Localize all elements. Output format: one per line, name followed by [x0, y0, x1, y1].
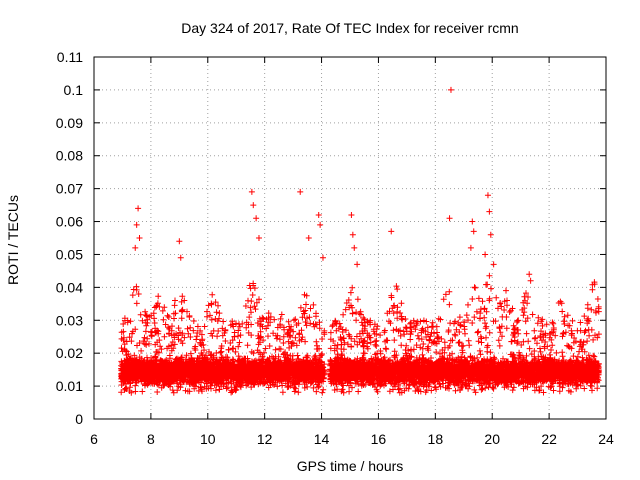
data-point: [315, 211, 322, 218]
data-point: [591, 281, 598, 288]
data-point: [133, 221, 140, 228]
y-tick-label: 0.01: [56, 378, 83, 394]
data-point: [487, 231, 494, 238]
y-tick-label: 0.11: [57, 49, 83, 65]
data-point: [354, 261, 361, 268]
data-point: [388, 228, 395, 235]
y-tick-label: 0.07: [56, 181, 83, 197]
x-tick-label: 10: [200, 431, 216, 447]
data-point: [136, 235, 143, 241]
data-point: [253, 215, 260, 222]
data-point: [177, 254, 184, 261]
x-tick-label: 18: [428, 431, 444, 447]
data-points: [118, 86, 602, 396]
data-point: [526, 271, 533, 278]
x-tick-label: 16: [371, 431, 387, 447]
y-tick-label: 0.03: [56, 312, 83, 328]
y-tick-label: 0.09: [56, 115, 83, 131]
x-tick-label: 12: [257, 431, 273, 447]
data-point: [349, 231, 356, 238]
axis-ticks: 6 8 10 12 14 16 18 20 22 24 0 0.01 0.02 0.03 0.04 0.05 0…: [56, 49, 614, 447]
y-tick-label: 0: [75, 411, 83, 427]
y-tick-label: 0.08: [56, 148, 83, 164]
data-point: [297, 188, 304, 195]
y-tick-label: 0.05: [56, 246, 83, 262]
data-point: [319, 254, 326, 261]
y-tick-label: 0.02: [56, 345, 83, 361]
x-tick-label: 8: [147, 431, 155, 447]
x-tick-label: 6: [90, 431, 98, 447]
data-point: [446, 215, 453, 222]
y-axis-title: ROTI / TECUs: [5, 195, 21, 285]
data-point: [176, 238, 183, 245]
data-point: [470, 228, 477, 235]
x-tick-label: 20: [484, 431, 500, 447]
x-tick-label: 14: [314, 431, 330, 447]
data-point: [348, 211, 355, 218]
data-point: [248, 188, 255, 195]
data-point: [132, 244, 139, 251]
data-point: [317, 221, 324, 228]
data-point: [469, 218, 476, 225]
data-point: [305, 235, 312, 241]
data-point: [447, 86, 454, 93]
x-axis-title: GPS time / hours: [297, 458, 404, 474]
data-point: [135, 205, 142, 212]
data-point: [351, 244, 358, 251]
data-point: [467, 244, 474, 251]
y-tick-label: 0.04: [56, 279, 83, 295]
x-tick-label: 24: [598, 431, 614, 447]
data-point: [527, 277, 534, 284]
chart-title: Day 324 of 2017, Rate Of TEC Index for r…: [181, 20, 518, 36]
data-point: [482, 251, 489, 258]
y-tick-label: 0.06: [56, 214, 83, 230]
data-point: [486, 208, 493, 215]
data-point: [490, 261, 497, 268]
data-point-cloud: [118, 272, 602, 396]
y-tick-label: 0.1: [64, 82, 84, 98]
x-tick-label: 22: [541, 431, 557, 447]
data-point: [250, 202, 257, 209]
data-point: [255, 235, 262, 241]
data-point: [484, 192, 491, 199]
plot-frame: [93, 56, 607, 420]
